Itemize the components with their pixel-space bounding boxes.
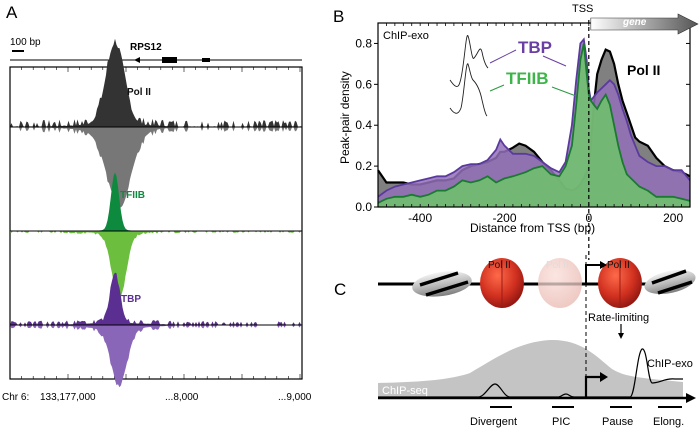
bottom-ticks bbox=[9, 374, 301, 379]
tss-arrow-lower bbox=[584, 375, 600, 398]
gene-arrow bbox=[590, 13, 699, 35]
rate-limiting-label: Rate-limiting bbox=[588, 312, 649, 324]
x-tick-label: -200 bbox=[492, 211, 516, 225]
tss-arrowhead-lower bbox=[600, 372, 608, 382]
tfiib-label: TFIIB bbox=[506, 69, 549, 88]
y-tick-label: 0.0 bbox=[355, 200, 372, 214]
nucleosome-right bbox=[644, 269, 696, 295]
x-axis-title: Distance from TSS (bp) bbox=[470, 221, 595, 235]
y-tick-label: 0.8 bbox=[355, 36, 372, 50]
track-reverse-signal bbox=[10, 325, 302, 388]
panel-b-chart: B 0.00.20.40.60.8-400-2000200 TSS gene C… bbox=[333, 3, 699, 260]
chipseq-label: ChIP-seq bbox=[382, 385, 428, 397]
tss-arrowhead bbox=[600, 261, 607, 269]
tfiib-pointer bbox=[489, 84, 505, 92]
track-forward-signal bbox=[10, 172, 302, 231]
tbp-label: TBP bbox=[518, 38, 552, 57]
panel-c-letter: C bbox=[334, 280, 346, 299]
plot-frame bbox=[377, 22, 691, 208]
nucleosome-left bbox=[412, 271, 472, 297]
tbp-pointer bbox=[489, 49, 517, 64]
track-label-tfiib: TFIIB bbox=[120, 190, 145, 201]
panel-c: C ChIP-seq Pol II Pol II bbox=[330, 255, 700, 434]
y-tick-label: 0.2 bbox=[355, 159, 372, 173]
chipexo-profile bbox=[378, 348, 683, 398]
rate-limiting-arrowhead bbox=[618, 333, 624, 339]
y-tick-label: 0.6 bbox=[355, 77, 372, 91]
area-tfiib bbox=[378, 43, 690, 208]
genome-axis-arrowhead bbox=[686, 393, 696, 403]
stage-label-elong: Elong. bbox=[653, 416, 684, 428]
gene-name: RPS12 bbox=[130, 42, 162, 53]
chart-areas bbox=[377, 37, 691, 208]
tracks bbox=[10, 38, 302, 388]
line-tfiib bbox=[377, 43, 691, 204]
inset-tfiib-trace bbox=[449, 63, 488, 117]
inset-label: ChIP-exo bbox=[383, 30, 429, 42]
inset-tbp-trace bbox=[449, 35, 489, 87]
y-axis-title: Peak-pair density bbox=[338, 71, 352, 164]
tbp-pointer bbox=[542, 55, 567, 67]
pol2-divergent: Pol II bbox=[480, 258, 524, 308]
tick-label-0: 133,177,000 bbox=[40, 392, 96, 403]
pol2-label-2: Pol II bbox=[546, 260, 569, 271]
exon bbox=[202, 58, 210, 62]
pol2-pic-faded: Pol II bbox=[538, 258, 582, 308]
track-label-tbp: TBP bbox=[121, 294, 141, 305]
pol2-label-1: Pol II bbox=[488, 260, 511, 271]
tick-label-1: ...8,000 bbox=[165, 392, 199, 403]
panel-c-diagram: C ChIP-seq Pol II Pol II bbox=[334, 255, 696, 428]
track-forward-signal bbox=[10, 272, 302, 325]
panel-a: A 100 bp RPS12 Pol II TFIIB TBP Chr 6: 1… bbox=[0, 0, 330, 434]
tfiib-pointer bbox=[551, 86, 577, 97]
chipexo-label: ChIP-exo bbox=[647, 358, 693, 370]
pol2-label-3: Pol II bbox=[607, 260, 630, 271]
panel-a-letter: A bbox=[6, 3, 18, 22]
track-frame bbox=[9, 66, 303, 380]
tss-label: TSS bbox=[572, 3, 593, 15]
tick-label-2: ...9,000 bbox=[278, 392, 312, 403]
panel-b-letter: B bbox=[333, 7, 344, 26]
pol2-paused: Pol II bbox=[598, 258, 642, 308]
pol2-label: Pol II bbox=[627, 62, 660, 78]
chipseq-profile bbox=[378, 339, 683, 398]
panel-b: B 0.00.20.40.60.8-400-2000200 TSS gene C… bbox=[330, 0, 700, 260]
scale-bar-label: 100 bp bbox=[10, 37, 41, 48]
line-tbp bbox=[377, 37, 691, 198]
x-tick-label: 200 bbox=[663, 211, 683, 225]
stage-label-pause: Pause bbox=[602, 416, 633, 428]
strand-arrow bbox=[134, 57, 140, 63]
y-tick-label: 0.4 bbox=[355, 118, 372, 132]
exon bbox=[162, 57, 177, 63]
stage-label-divergent: Divergent bbox=[470, 416, 517, 428]
x-tick-label: -400 bbox=[408, 211, 432, 225]
panel-a-svg: A 100 bp RPS12 Pol II TFIIB TBP Chr 6: 1… bbox=[2, 3, 312, 403]
track-reverse-signal bbox=[10, 231, 302, 299]
track-reverse-signal bbox=[10, 127, 302, 208]
stage-label-pic: PIC bbox=[552, 416, 570, 428]
track-label-pol2: Pol II bbox=[127, 87, 151, 98]
gene-arrow-label: gene bbox=[622, 17, 647, 28]
top-ticks bbox=[9, 67, 301, 72]
chrom-label: Chr 6: bbox=[2, 392, 29, 403]
